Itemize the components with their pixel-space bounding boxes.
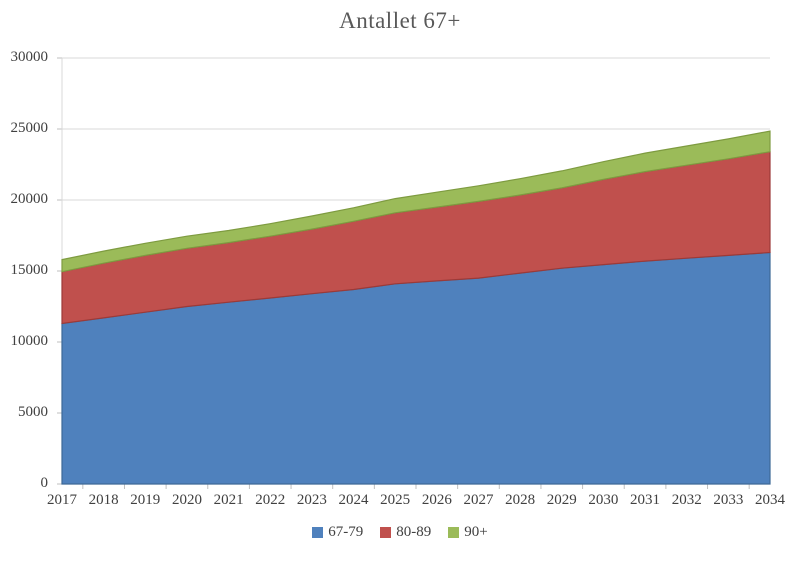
x-axis-label: 2032	[671, 492, 702, 508]
x-axis-label: 2021	[213, 492, 244, 508]
y-axis-label: 25000	[10, 120, 49, 136]
x-axis-label: 2033	[713, 492, 744, 508]
x-axis-label: 2027	[463, 492, 494, 508]
legend-swatch-icon	[448, 527, 460, 538]
chart-title: Antallet 67+	[339, 8, 461, 33]
x-axis-label: 2026	[421, 492, 452, 508]
y-axis-label: 5000	[18, 404, 48, 420]
legend-item-80-89: 80-89	[380, 524, 431, 541]
x-axis-label: 2024	[338, 492, 369, 508]
y-axis-label: 10000	[10, 333, 49, 349]
x-axis-label: 2025	[380, 492, 411, 508]
x-axis-label: 2031	[630, 492, 661, 508]
y-axis-label: 15000	[10, 262, 49, 278]
x-axis-label: 2023	[296, 492, 327, 508]
legend: 67-79 80-89 90+	[0, 524, 800, 541]
area-90plus	[61, 130, 771, 273]
x-axis-label: 2019	[130, 492, 161, 508]
x-axis-label: 2017	[47, 492, 77, 508]
legend-item-90plus: 90+	[448, 524, 488, 541]
y-axis-label: 30000	[10, 49, 49, 65]
x-axis-label: 2020	[171, 492, 202, 508]
x-axis-label: 2030	[588, 492, 619, 508]
legend-swatch-icon	[312, 527, 324, 538]
x-axis-label: 2028	[505, 492, 536, 508]
legend-swatch-icon	[380, 527, 392, 538]
legend-label: 67-79	[328, 524, 364, 540]
legend-label: 90+	[464, 524, 488, 540]
y-axis-label: 0	[40, 475, 49, 491]
x-axis-label: 2029	[546, 492, 577, 508]
x-axis-label: 2034	[755, 492, 785, 508]
legend-item-67-79: 67-79	[312, 524, 363, 541]
x-axis-label: 2022	[255, 492, 286, 508]
x-axis-label: 2018	[88, 492, 119, 508]
legend-label: 80-89	[396, 524, 432, 540]
y-axis-label: 20000	[10, 191, 49, 207]
